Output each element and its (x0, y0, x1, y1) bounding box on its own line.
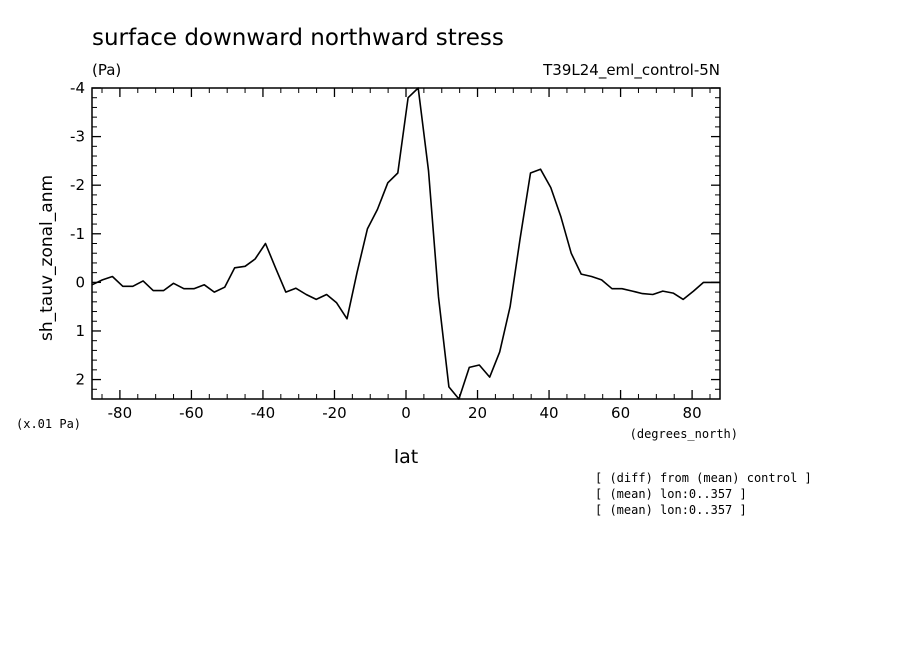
x-units-label: (degrees_north) (630, 427, 738, 441)
x-tick-label: -20 (322, 404, 347, 422)
note-line-1: [ (diff) from (mean) control ] (595, 471, 812, 485)
x-axis-label: lat (394, 446, 418, 468)
x-tick-label: 0 (401, 404, 411, 422)
x-tick-label: -40 (251, 404, 276, 422)
x-tick-label: 60 (611, 404, 630, 422)
data-series-line (91, 87, 720, 400)
units-label: (Pa) (92, 61, 121, 79)
axis-ticks (92, 87, 720, 399)
chart-title: surface downward northward stress (92, 25, 504, 51)
run-label: T39L24_eml_control-5N (542, 61, 720, 80)
plot-axes (91, 87, 721, 400)
plot-frame (91, 87, 721, 400)
x-tick-label: 20 (468, 404, 487, 422)
y-axis-label: sh_tauv_zonal_anm (37, 175, 57, 341)
x-tick-label: 40 (540, 404, 559, 422)
x-tick-label: -60 (179, 404, 204, 422)
note-line-2: [ (mean) lon:0..357 ] (595, 487, 747, 501)
y-tick-label: -3 (70, 128, 85, 146)
y-tick-label: 0 (75, 273, 85, 291)
y-tick-label: 1 (75, 322, 85, 340)
tick-labels: -80 -60 -40 -20 0 20 40 60 80 -4 -3 -2 -1 0 1 2 (70, 79, 702, 422)
y-tick-label: -1 (70, 225, 85, 243)
x-tick-label: -80 (108, 404, 133, 422)
y-tick-label: -2 (70, 176, 85, 194)
y-tick-label: -4 (70, 79, 85, 97)
x-tick-label: 80 (683, 404, 702, 422)
y-tick-label: 2 (75, 371, 85, 389)
note-line-3: [ (mean) lon:0..357 ] (595, 503, 747, 517)
y-scale-note: (x.01 Pa) (16, 417, 81, 431)
